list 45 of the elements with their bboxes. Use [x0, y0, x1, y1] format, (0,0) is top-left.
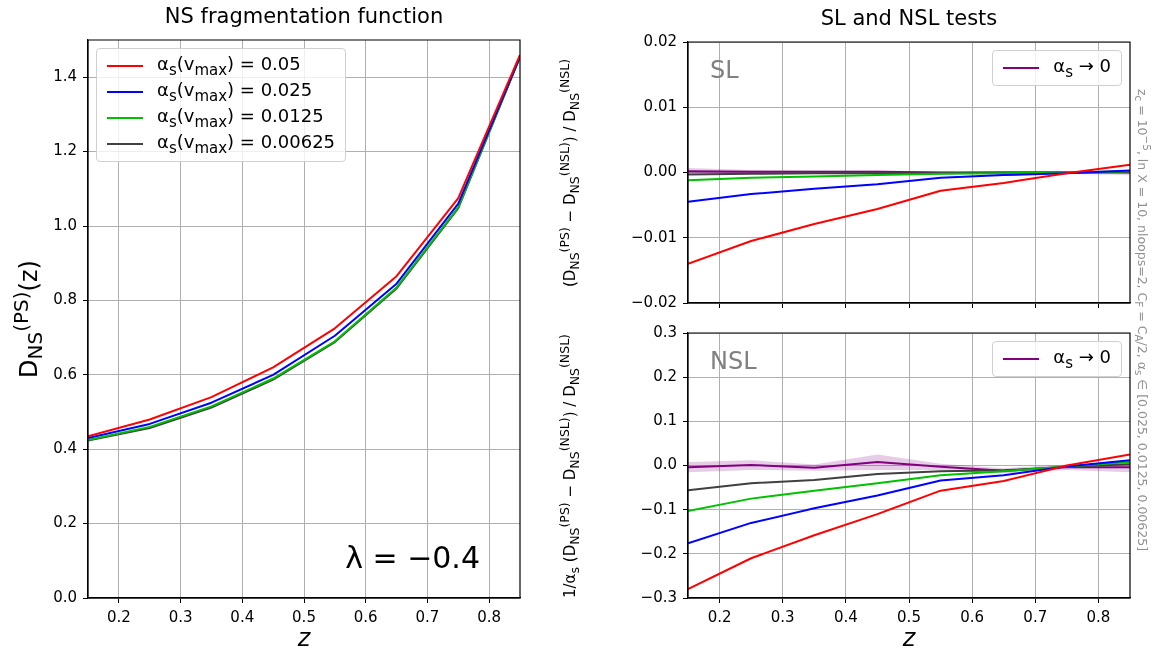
y-tick-label: 1.4: [53, 67, 77, 86]
x-tick-label: 0.3: [770, 607, 795, 626]
y-tick-label: 0.2: [53, 513, 77, 532]
x-tick-label: 0.7: [415, 607, 440, 626]
y-tick-label: −0.01: [631, 227, 677, 246]
y-tick-label: 0.0: [653, 455, 677, 474]
y-tick-label: 0.6: [53, 364, 77, 383]
y-tick-label: −0.1: [640, 499, 677, 518]
y-tick-label: −0.2: [640, 543, 677, 562]
legend-label: α$_{s}$(v$_{max}$) = 0.025: [157, 79, 313, 105]
x-tick-label: 0.2: [106, 607, 131, 626]
y-tick-label: 0.2: [653, 367, 677, 386]
legend-label: α$_{s}$ → 0: [1053, 55, 1111, 81]
chart-title: SL and NSL tests: [820, 6, 998, 30]
legend-label: α$_{s}$(v$_{max}$) = 0.05: [157, 53, 301, 79]
y-tick-label: 0.8: [53, 290, 77, 309]
x-tick-label: 0.7: [1023, 607, 1048, 626]
x-tick-label: 0.5: [292, 607, 316, 626]
y-tick-label: 0.00: [643, 162, 677, 181]
legend-label: α$_{s}$(v$_{max}$) = 0.0125: [157, 105, 324, 131]
y-tick-label: 0.3: [653, 322, 677, 341]
y-tick-label: 0.0: [53, 587, 77, 606]
y-tick-label: −0.3: [640, 587, 677, 606]
x-axis-title: z: [902, 624, 916, 652]
y-tick-label: −0.02: [631, 292, 677, 311]
y-tick-label: 1.0: [53, 215, 77, 234]
y-tick-label: 1.2: [53, 141, 77, 160]
x-tick-label: 0.4: [833, 607, 858, 626]
x-tick-label: 0.5: [897, 607, 921, 626]
legend-label: α$_{s}$(v$_{max}$) = 0.00625: [157, 131, 336, 157]
x-tick-label: 0.8: [477, 607, 502, 626]
x-tick-label: 0.8: [1086, 607, 1111, 626]
x-tick-label: 0.3: [168, 607, 193, 626]
y-tick-label: 0.02: [643, 31, 677, 50]
y-tick-label: 0.4: [53, 439, 77, 458]
y-tick-label: 0.01: [643, 97, 677, 116]
y-tick-label: 0.1: [653, 411, 677, 430]
x-tick-label: 0.2: [707, 607, 732, 626]
legend-label: α$_{s}$ → 0: [1053, 346, 1111, 372]
chart-title: NS fragmentation function: [164, 4, 444, 28]
x-tick-label: 0.4: [230, 607, 255, 626]
annotation: λ = −0.4: [345, 540, 480, 575]
x-tick-label: 0.6: [960, 607, 985, 626]
x-axis-title: z: [297, 624, 311, 652]
x-tick-label: 0.6: [353, 607, 378, 626]
